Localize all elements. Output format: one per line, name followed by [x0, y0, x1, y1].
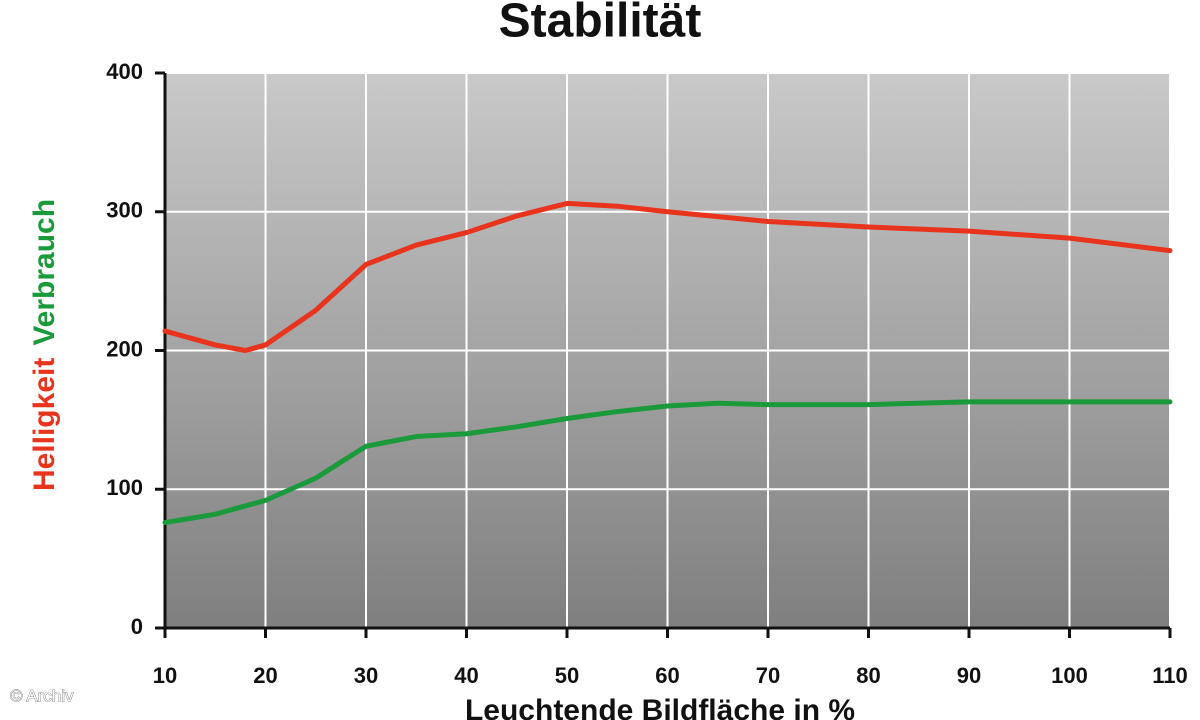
data-line [162, 399, 1173, 526]
chart-title: Stabilität [499, 0, 702, 48]
x-axis-label: Leuchtende Bildfläche in % [465, 694, 855, 720]
x-tick-label: 30 [354, 663, 378, 688]
y-tick-label: 200 [106, 336, 143, 361]
y-tick-label: 300 [106, 198, 143, 223]
x-tick-label: 20 [253, 663, 277, 688]
x-tick-label: 90 [957, 663, 981, 688]
y-tick-label: 400 [106, 59, 143, 84]
x-tick-label: 70 [756, 663, 780, 688]
y-axis-label: Helligkeit Verbrauch [28, 199, 61, 491]
legend-entry: Verbrauch [28, 199, 61, 346]
x-tick-label: 60 [655, 663, 679, 688]
x-tick-label: 80 [856, 663, 880, 688]
legend-entry: Helligkeit [28, 358, 61, 491]
x-tick-label: 10 [153, 663, 177, 688]
y-tick-label: 100 [106, 475, 143, 500]
x-tick-label: 100 [1051, 663, 1088, 688]
x-tick-label: 40 [454, 663, 478, 688]
x-tick-label: 110 [1152, 663, 1188, 688]
data-line [162, 200, 1173, 353]
x-tick-label: 50 [555, 663, 579, 688]
y-tick-label: 0 [131, 614, 143, 639]
credit: © Archiv [10, 686, 74, 705]
